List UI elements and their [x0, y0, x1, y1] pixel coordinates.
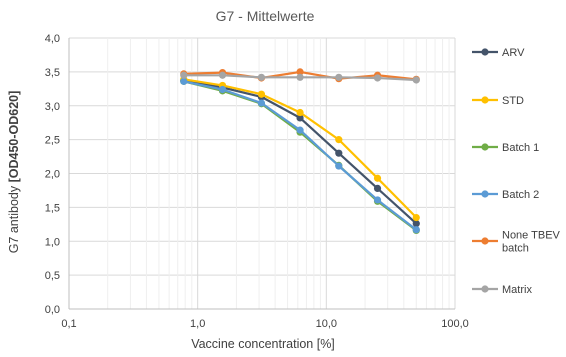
x-axis-label: Vaccine concentration [%]	[191, 337, 335, 351]
data-point-arv	[296, 114, 304, 122]
legend-label: STD	[502, 95, 524, 107]
gridlines	[69, 37, 456, 309]
series-batch-2	[180, 77, 420, 234]
legend-item-batch-2: Batch 2	[472, 189, 539, 201]
y-tick-label: 1,5	[45, 202, 60, 214]
y-axis-label: G7 antibody [OD450-OD620]	[7, 91, 21, 254]
legend-label: ARV	[502, 47, 525, 59]
legend-marker	[481, 190, 489, 198]
y-tick-label: 0,5	[45, 270, 60, 282]
y-tick-label: 3,0	[45, 101, 60, 113]
y-tick-label: 1,0	[45, 236, 60, 248]
legend-label-line: batch	[502, 243, 529, 255]
legend-label: None TBEV batch	[502, 230, 561, 255]
legend-label-line: Batch 2	[502, 189, 539, 201]
legend-item-std: STD	[472, 95, 524, 107]
x-tick-label: 1,0	[190, 318, 205, 330]
legend-marker	[481, 96, 489, 104]
legend-label-line: STD	[502, 95, 524, 107]
legend-marker	[481, 143, 489, 151]
data-point-std	[257, 90, 266, 98]
x-tick-label: 100,0	[441, 318, 469, 330]
data-point-batch-2	[180, 77, 188, 85]
legend-label-line: Matrix	[502, 284, 532, 296]
legend-label-line: ARV	[502, 47, 525, 59]
series-matrix	[180, 71, 420, 84]
legend-item-none-tbev-batch: None TBEV batch	[472, 230, 561, 255]
data-point-arv	[335, 149, 343, 157]
series-line-batch-1	[183, 80, 417, 232]
data-point-arv	[412, 220, 420, 228]
legend-item-arv: ARV	[472, 47, 525, 59]
series-layer	[180, 68, 420, 235]
data-point-matrix	[373, 74, 382, 82]
legend: ARV STD Batch 1 Batch 2 None TBEV batch Matrix	[472, 47, 561, 296]
x-tick-label: 0,1	[61, 318, 76, 330]
data-point-batch-2	[218, 85, 227, 94]
data-point-std	[296, 108, 304, 117]
y-tick-label: 3,5	[45, 67, 60, 79]
data-point-batch-2	[296, 126, 304, 134]
data-point-matrix	[296, 73, 304, 81]
data-point-batch-2	[335, 162, 343, 170]
legend-label-line: Batch 1	[502, 142, 539, 154]
data-point-batch-2	[373, 196, 382, 204]
series-line-std	[183, 78, 418, 219]
data-point-std	[373, 174, 382, 182]
legend-marker	[481, 285, 489, 293]
x-tick-label: 10,0	[316, 318, 337, 330]
legend-label: Matrix	[502, 284, 532, 296]
data-point-arv	[373, 184, 382, 193]
chart-title: G7 - Mittelwerte	[216, 8, 315, 24]
y-tick-label: 4,0	[45, 33, 60, 45]
data-point-matrix	[218, 71, 227, 79]
legend-item-matrix: Matrix	[472, 284, 532, 296]
legend-label: Batch 1	[502, 142, 539, 154]
series-batch-1	[180, 77, 420, 235]
legend-item-batch-1: Batch 1	[472, 142, 539, 154]
y-axis-label-unit: [OD450-OD620]	[7, 91, 21, 183]
y-tick-label: 2,5	[45, 135, 60, 147]
legend-marker	[481, 48, 489, 56]
data-point-matrix	[412, 76, 420, 84]
data-point-batch-2	[412, 226, 420, 234]
data-point-matrix	[257, 73, 266, 81]
data-point-matrix	[180, 71, 188, 79]
data-point-matrix	[335, 73, 343, 81]
legend-label-line: None TBEV	[502, 230, 561, 242]
y-tick-label: 0,0	[45, 304, 60, 316]
axes: 0,0 0,5 1,0 1,5 2,0 2,5 3,0 3,5 4,0 0,1 1,0 10,0 100…	[45, 33, 469, 330]
data-point-batch-2	[257, 99, 266, 107]
series-std	[180, 75, 420, 222]
data-point-std	[335, 136, 343, 144]
y-tick-label: 2,0	[45, 169, 60, 181]
data-point-none-tbev-batch	[296, 68, 304, 76]
data-point-std	[412, 213, 420, 222]
legend-label: Batch 2	[502, 189, 539, 201]
y-axis-label-text: G7 antibody	[7, 182, 21, 253]
legend-marker	[481, 237, 489, 245]
